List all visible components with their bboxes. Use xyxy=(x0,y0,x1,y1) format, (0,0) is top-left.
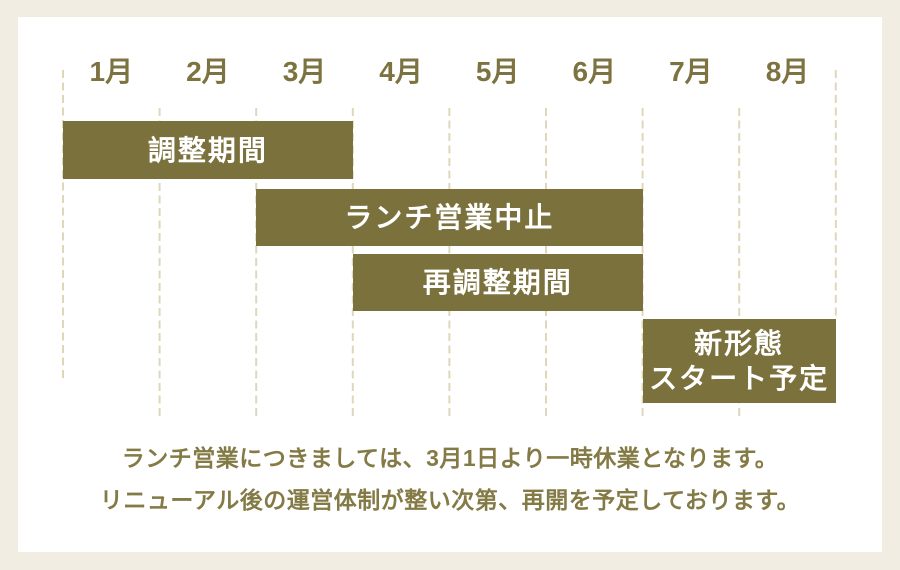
month-label-7: 7月 xyxy=(669,56,713,87)
month-label-4: 4月 xyxy=(379,56,423,87)
bar-label: スタート予定 xyxy=(649,363,830,394)
bar-label: ランチ営業中止 xyxy=(344,202,555,233)
month-label-3: 3月 xyxy=(282,56,327,87)
month-label-8: 8月 xyxy=(765,56,810,87)
month-label-6: 6月 xyxy=(572,56,617,87)
month-label-5: 5月 xyxy=(475,56,520,87)
bar-label: 新形態 xyxy=(694,328,785,359)
gantt-bar-4: 新形態 スタート予定 xyxy=(642,319,836,403)
gantt-bar-3: 再調整期間 xyxy=(352,254,643,311)
month-label-2: 2月 xyxy=(186,56,230,87)
bar-label: 再調整期間 xyxy=(422,267,573,298)
caption-line-2: リニューアル後の運営体制が整い次第、再開を予定しております。 xyxy=(99,487,801,513)
caption: ランチ営業につきましては、3月1日より一時休業となります。 リニューアル後の運営… xyxy=(18,437,882,521)
gantt-bar-2: ランチ営業中止 xyxy=(256,189,643,246)
schedule-card: 1月 2月 3月 4月 5月 6月 7月 8月 調整期間ランチ営業中止再調整期間新形態スタート… xyxy=(18,17,882,552)
gantt-bar-1: 調整期間 xyxy=(63,121,353,179)
caption-line-1: ランチ営業につきましては、3月1日より一時休業となります。 xyxy=(121,445,779,471)
bar-label: 調整期間 xyxy=(147,134,268,166)
month-label-1: 1月 xyxy=(89,56,134,87)
